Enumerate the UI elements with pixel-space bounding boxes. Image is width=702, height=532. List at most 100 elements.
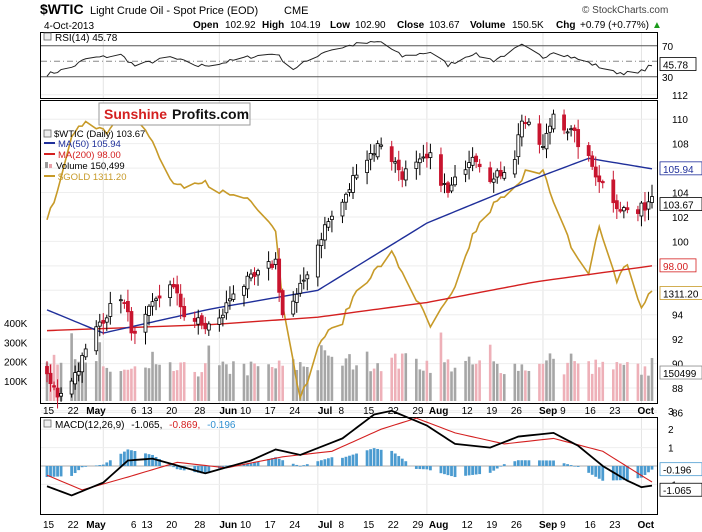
macd-histogram-bar	[650, 466, 654, 470]
rsi-series-line	[46, 40, 653, 77]
macd-histogram-bar	[73, 466, 77, 474]
macd-histogram-bar	[548, 460, 552, 466]
price-tick-label: 112	[672, 91, 688, 102]
candle-body	[224, 302, 229, 314]
macd-histogram-bar	[464, 466, 467, 476]
x-axis-label: May	[86, 520, 106, 531]
macd-histogram-bar	[421, 466, 425, 470]
macd-histogram-bar	[397, 456, 401, 466]
volume-bar	[573, 361, 576, 401]
volume-bar	[193, 371, 197, 401]
macd-histogram-bar	[49, 466, 52, 477]
x-axis-label: 12	[462, 520, 474, 531]
volume-bars	[45, 332, 654, 401]
volume-bar	[351, 369, 355, 401]
volume-bar	[594, 359, 598, 401]
x-axis-label: 17	[265, 406, 277, 417]
candle-body	[463, 169, 468, 175]
candle-body	[379, 144, 384, 147]
macd-histogram-bar	[147, 454, 151, 466]
candle-body	[565, 131, 570, 134]
candle-body	[280, 290, 285, 316]
value-callout-label: -0.196	[663, 466, 692, 477]
volume-bar	[502, 374, 506, 401]
volume-bar	[615, 362, 619, 401]
candle-body	[498, 169, 503, 177]
candle-body	[639, 202, 644, 217]
candle-body	[572, 127, 577, 131]
value-callout-box	[659, 161, 702, 176]
x-axis-label: 20	[166, 406, 178, 417]
candle-body	[97, 321, 102, 327]
candle-body	[48, 372, 53, 384]
candle-body	[157, 295, 162, 299]
x-axis-label: 10	[240, 520, 252, 531]
volume-bar	[101, 366, 105, 401]
candle-body	[488, 167, 493, 183]
candle-body	[400, 171, 405, 180]
candle-body	[541, 146, 545, 148]
candle-body	[614, 200, 619, 210]
x-axis-label: Oct	[637, 520, 654, 531]
candle-body	[182, 305, 187, 318]
macd-histogram-bar	[640, 466, 643, 478]
volume-bar	[281, 365, 284, 401]
volume-bar	[415, 358, 418, 401]
macd-signal-line	[46, 417, 653, 491]
candle-body	[55, 387, 60, 398]
volume-bar	[643, 366, 647, 401]
volume-bar	[418, 369, 422, 401]
candle-body	[101, 319, 106, 324]
macd-histogram-bar	[636, 466, 640, 479]
volume-bar	[467, 356, 471, 401]
candle-body	[502, 172, 507, 179]
macd-histogram-bar	[151, 454, 154, 466]
macd-histogram-bar	[105, 462, 109, 466]
volume-bar	[133, 366, 137, 401]
legend-gold: $GOLD 1311.20	[58, 172, 126, 183]
rsi-label: RSI(14) 45.78	[55, 33, 118, 44]
watermark: © StockCharts.com	[582, 5, 668, 16]
x-axis-label: 15	[363, 406, 375, 417]
volume-label: Volume	[470, 20, 506, 31]
volume-bar	[119, 371, 123, 401]
volume-bar	[147, 368, 151, 401]
x-axis-label: Jul	[318, 520, 333, 531]
ma200-line	[46, 265, 653, 332]
price-tick-label: 108	[672, 140, 689, 151]
candle-body	[217, 317, 222, 325]
macd-histogram-bar	[647, 466, 650, 473]
macd-hist-value: -0.196	[207, 420, 236, 431]
candle-body	[551, 113, 556, 130]
candle-body	[196, 317, 201, 325]
macd-histogram-bar	[513, 461, 517, 466]
volume-bar	[365, 351, 369, 401]
volume-bar	[562, 374, 566, 401]
volume-bar	[397, 368, 401, 401]
value-callout-label: -1.065	[663, 486, 692, 497]
macd-histogram-bar	[429, 466, 432, 471]
candle-body	[126, 301, 130, 313]
candle-body	[76, 371, 81, 376]
candle-body	[403, 168, 408, 181]
x-axis-label: 10	[240, 406, 252, 417]
candle-body	[298, 282, 303, 294]
macd-histogram-bar	[351, 454, 355, 466]
candle-body	[526, 121, 531, 125]
macd-histogram-bar	[379, 449, 383, 466]
volume-bar	[348, 354, 351, 401]
candle-body	[73, 372, 78, 385]
value-callout-box	[659, 57, 697, 71]
macd-histogram-bar	[221, 466, 225, 467]
volume-bar	[144, 367, 147, 401]
candle-body	[344, 193, 348, 203]
x-axis-label: 17	[265, 520, 277, 531]
candle-body	[326, 221, 331, 228]
moving-averages	[46, 157, 653, 334]
volume-bar	[517, 370, 520, 401]
volume-bar	[425, 360, 429, 401]
volume-bar	[59, 362, 63, 401]
volume-bar	[330, 356, 334, 401]
macd-histogram-bar	[274, 457, 278, 466]
